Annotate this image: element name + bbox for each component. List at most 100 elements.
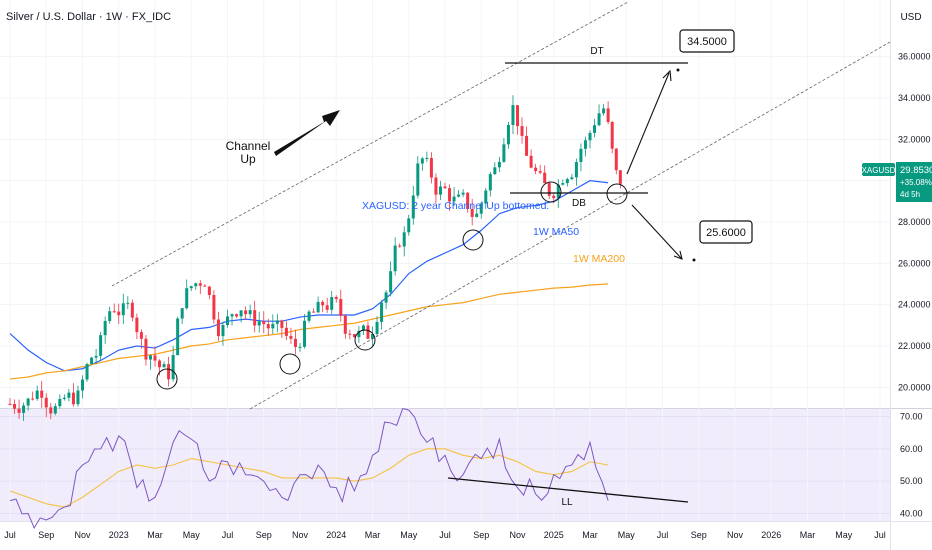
- candle-body: [176, 318, 180, 356]
- candle-body: [361, 325, 365, 331]
- candle-body: [618, 170, 622, 184]
- candle-body: [316, 301, 320, 313]
- target-up-dot: [676, 68, 680, 72]
- candle-body: [266, 324, 270, 329]
- candle-body: [244, 310, 248, 315]
- candle-body: [434, 177, 438, 195]
- candle-body: [158, 360, 162, 368]
- candle-body: [194, 283, 198, 287]
- ma50-label: 1W MA50: [533, 226, 579, 238]
- candle-body: [610, 122, 614, 149]
- projection-arrows: [626, 69, 683, 260]
- candle-body: [534, 167, 538, 172]
- time-axis-label: May: [400, 530, 418, 540]
- candle-body: [330, 297, 334, 310]
- candle-body: [411, 195, 415, 219]
- currency-label[interactable]: USD: [900, 12, 921, 23]
- candle-body: [366, 325, 370, 339]
- candle-body: [198, 283, 202, 286]
- target-down-callout: 25.6000: [699, 220, 753, 244]
- time-axis-label: Jul: [4, 530, 16, 540]
- price-scale[interactable]: 36.000034.000032.000030.000028.000026.00…: [898, 52, 931, 393]
- channel-upper-line: [111, 1, 629, 287]
- candle-body: [212, 295, 216, 320]
- rsi-scale-label: 50.00: [900, 476, 923, 486]
- current-price: 29.8530: [900, 165, 932, 176]
- time-axis-label: Mar: [365, 530, 381, 540]
- price-scale-label: 32.0000: [898, 134, 931, 144]
- time-axis-label: 2024: [326, 530, 346, 540]
- candle-body: [511, 105, 515, 125]
- candle-body: [8, 403, 12, 405]
- time-axis-label: Nov: [74, 530, 91, 540]
- candle-body: [81, 379, 84, 391]
- candle-body: [171, 355, 175, 380]
- candle-body: [389, 271, 393, 293]
- symbol-tag: [862, 163, 895, 176]
- candle-body: [543, 172, 547, 184]
- candle-body: [606, 108, 610, 123]
- time-axis-label: 2025: [544, 530, 564, 540]
- time-axis-label: Sep: [473, 530, 489, 540]
- bottom-marker-circle: [354, 329, 376, 351]
- candle-body: [525, 135, 529, 156]
- candle-body: [13, 404, 17, 409]
- candle-body: [371, 334, 374, 339]
- candle-body: [583, 140, 587, 149]
- candle-body: [466, 192, 470, 209]
- candle-body: [216, 319, 220, 337]
- arrow-down-line: [631, 204, 682, 259]
- candle-body: [257, 321, 261, 326]
- candle-body: [493, 167, 497, 175]
- target-down-box: [699, 220, 753, 244]
- candle-body: [76, 390, 80, 405]
- bar-countdown: 4d 5h: [900, 190, 920, 199]
- time-axis-label: Mar: [147, 530, 163, 540]
- rsi-lower-low-line: [447, 477, 689, 503]
- candle-body: [230, 314, 234, 317]
- candle-body: [207, 286, 211, 296]
- candle-body: [529, 155, 533, 168]
- ma200-line: [9, 283, 609, 380]
- candle-body: [438, 186, 442, 195]
- candle-body: [375, 321, 379, 335]
- target-up-box: [679, 29, 735, 53]
- bottom-marker-circle: [462, 229, 484, 251]
- arrow-up-head-icon: [662, 69, 672, 82]
- candle-body: [497, 161, 501, 168]
- candles: [8, 95, 622, 421]
- candle-body: [262, 321, 266, 325]
- time-axis[interactable]: Jul Sep Nov 2023 Mar May Jul Sep Nov 2024 Mar May Ju…: [4, 530, 886, 540]
- price-tag: [896, 162, 932, 202]
- candle-body: [90, 357, 94, 365]
- candle-body: [53, 406, 57, 414]
- candle-body: [556, 184, 560, 199]
- target-down-dot: [692, 258, 696, 262]
- bottom-markers: [156, 181, 628, 390]
- target-up-value: 34.5000: [687, 36, 727, 48]
- candle-body: [420, 158, 424, 164]
- candle-body: [597, 113, 601, 126]
- candle-body: [117, 311, 121, 316]
- candle-body: [284, 327, 288, 336]
- rsi-lower-low-label: LL: [561, 497, 573, 508]
- rsi-scale-label: 60.00: [900, 444, 923, 454]
- rsi-scale[interactable]: 70.00 60.00 50.00 40.00: [900, 411, 923, 518]
- candle-body: [49, 407, 53, 414]
- candle-body: [135, 317, 139, 333]
- candle-body: [22, 405, 26, 413]
- candle-body: [298, 346, 302, 348]
- time-axis-label: May: [835, 530, 853, 540]
- candle-body: [348, 333, 352, 335]
- candle-body: [312, 311, 316, 313]
- candle-body: [189, 286, 193, 289]
- candle-body: [357, 330, 361, 338]
- rsi-scale-label: 70.00: [900, 411, 923, 421]
- candle-body: [547, 183, 551, 196]
- candle-body: [112, 311, 116, 313]
- candle-body: [226, 316, 229, 326]
- candle-body: [180, 308, 184, 319]
- time-axis-label: Mar: [582, 530, 598, 540]
- time-axis-label: Jul: [222, 530, 234, 540]
